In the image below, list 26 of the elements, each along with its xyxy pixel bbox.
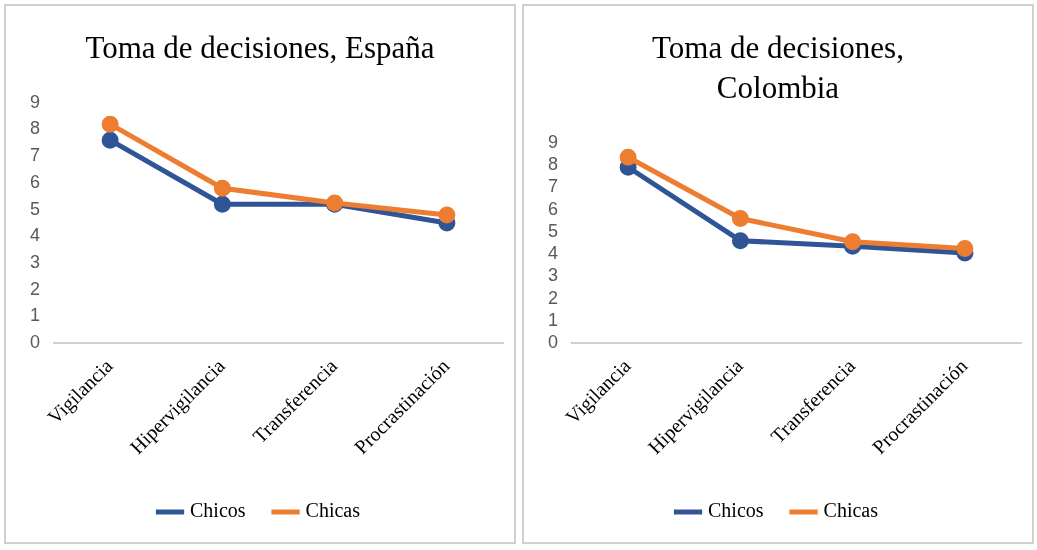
y-tick-label: 3: [30, 251, 41, 272]
legend-label: Chicas: [823, 499, 879, 522]
y-tick-label: 1: [30, 305, 41, 326]
chart-title: Toma de decisiones, España: [84, 29, 436, 67]
y-tick-label: 8: [30, 118, 41, 139]
y-tick-label: 8: [548, 154, 559, 175]
y-tick-label: 9: [30, 91, 41, 112]
y-tick-label: 0: [548, 332, 559, 353]
y-tick-label: 6: [548, 198, 559, 219]
chart-title: Toma de decisiones, Colombia: [651, 29, 905, 107]
y-tick-label: 4: [548, 243, 559, 264]
y-tick-label: 7: [548, 176, 559, 197]
y-tick-label: 1: [548, 309, 559, 330]
y-tick-label: 4: [30, 225, 41, 246]
y-tick-label: 3: [548, 265, 559, 286]
legend-label: Chicos: [190, 499, 246, 522]
y-tick-label: 5: [548, 220, 559, 241]
y-tick-label: 7: [30, 145, 41, 166]
y-tick-label: 5: [30, 198, 41, 219]
y-tick-label: 0: [30, 332, 41, 353]
y-tick-label: 2: [30, 278, 41, 299]
legend-label: Chicas: [305, 499, 361, 522]
legend-label: Chicos: [708, 499, 764, 522]
y-tick-label: 9: [548, 131, 559, 152]
y-tick-label: 2: [548, 287, 559, 308]
y-tick-label: 6: [30, 171, 41, 192]
